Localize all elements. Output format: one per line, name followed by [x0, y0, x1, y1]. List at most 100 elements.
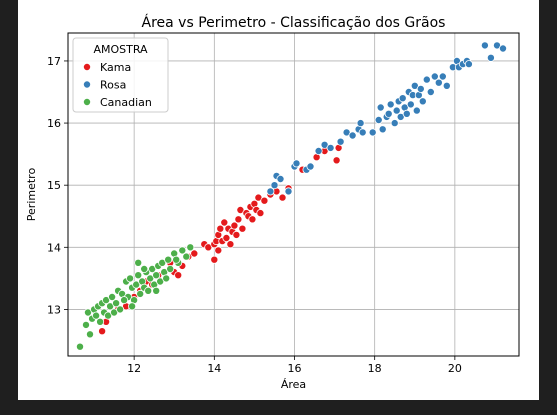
rosa-point: [336, 137, 345, 146]
rosa-point: [464, 60, 473, 69]
rosa-point: [374, 116, 383, 125]
legend-marker-rosa: [83, 80, 92, 89]
rosa-point: [326, 143, 335, 152]
canadian-point: [186, 243, 195, 252]
rosa-point: [314, 146, 323, 155]
legend-entries: Kama Rosa Canadian: [83, 61, 152, 109]
canadian-point: [112, 299, 121, 308]
scatter-chart: 12 14 16 18 20 13 14 15 16 17 Área vs Perimetro -…: [25, 14, 520, 391]
x-tick-label: 16: [288, 362, 302, 375]
y-tick-label: 17: [47, 55, 61, 68]
x-tick-label: 18: [368, 362, 382, 375]
x-tick-label: 20: [448, 362, 462, 375]
kama-point: [174, 271, 183, 280]
figure-canvas: 12 14 16 18 20 13 14 15 16 17 Área vs Perimetro -…: [18, 0, 539, 400]
y-tick-label: 13: [47, 303, 61, 316]
kama-point: [222, 233, 231, 242]
rosa-point: [398, 94, 407, 103]
canadian-point: [134, 258, 143, 267]
rosa-point: [292, 159, 301, 168]
canadian-point: [126, 274, 135, 283]
rosa-point: [348, 131, 357, 140]
rosa-point: [390, 119, 399, 128]
canadian-point: [76, 342, 85, 351]
rosa-point: [416, 84, 425, 93]
rosa-point: [480, 41, 489, 50]
kama-point: [248, 215, 257, 224]
canadian-point: [164, 255, 173, 264]
y-tick-label: 16: [47, 117, 61, 130]
rosa-point: [434, 78, 443, 87]
canadian-point: [120, 296, 129, 305]
canadian-point: [140, 264, 149, 273]
kama-point: [214, 246, 223, 255]
canadian-point: [128, 302, 137, 311]
chart-title: Área vs Perimetro - Classificação dos Gr…: [142, 14, 446, 31]
canadian-point: [162, 274, 171, 283]
canadian-point: [166, 264, 175, 273]
data-points: [76, 41, 507, 351]
kama-point: [220, 218, 229, 227]
rosa-point: [386, 100, 395, 109]
legend-marker-kama: [83, 63, 92, 72]
axis-ticks: 12 14 16 18 20 13 14 15 16 17: [47, 55, 462, 375]
kama-point: [226, 240, 235, 249]
rosa-point: [376, 103, 385, 112]
legend-label-kama: Kama: [100, 61, 131, 74]
legend-title: AMOSTRA: [93, 43, 148, 56]
y-axis-label: Perimetro: [25, 168, 38, 222]
rosa-point: [392, 106, 401, 115]
rosa-point: [418, 97, 427, 106]
kama-point: [190, 249, 199, 258]
legend-marker-canadian: [83, 98, 92, 107]
rosa-point: [422, 75, 431, 84]
y-tick-label: 14: [47, 241, 61, 254]
y-tick-label: 15: [47, 179, 61, 192]
kama-point: [98, 327, 107, 336]
rosa-point: [284, 187, 293, 196]
canadian-point: [96, 317, 105, 326]
bottom-dark-strip: [0, 400, 557, 415]
legend-box: [72, 37, 169, 113]
rosa-point: [306, 162, 315, 171]
rosa-point: [442, 81, 451, 90]
rosa-point: [402, 109, 411, 118]
rosa-point: [378, 125, 387, 134]
rosa-point: [430, 72, 439, 81]
canadian-point: [152, 271, 161, 280]
rosa-point: [276, 174, 285, 183]
kama-point: [332, 156, 341, 165]
canadian-point: [178, 246, 187, 255]
plot-frame: [67, 32, 520, 357]
canadian-point: [134, 271, 143, 280]
kama-point: [232, 230, 241, 239]
canadian-point: [108, 292, 117, 301]
kama-point: [256, 209, 265, 218]
canadian-point: [182, 252, 191, 261]
kama-point: [216, 224, 225, 233]
canadian-point: [144, 286, 153, 295]
x-tick-label: 12: [127, 362, 141, 375]
kama-point: [238, 224, 247, 233]
canadian-point: [92, 311, 101, 320]
kama-point: [210, 255, 219, 264]
rosa-point: [426, 88, 435, 97]
rosa-point: [486, 53, 495, 62]
canadian-point: [86, 330, 95, 339]
rosa-point: [270, 181, 279, 190]
rosa-point: [266, 187, 275, 196]
kama-point: [230, 221, 239, 230]
rosa-point: [406, 100, 415, 109]
rosa-point: [438, 72, 447, 81]
canadian-point: [152, 286, 161, 295]
canadian-point: [172, 255, 181, 264]
canadian-point: [82, 320, 91, 329]
x-tick-label: 14: [207, 362, 221, 375]
rosa-point: [498, 44, 507, 53]
rosa-point: [384, 109, 393, 118]
kama-point: [234, 215, 243, 224]
legend-label-rosa: Rosa: [100, 79, 126, 92]
legend: AMOSTRA Kama Rosa Canadian: [72, 37, 169, 113]
rosa-point: [368, 128, 377, 137]
